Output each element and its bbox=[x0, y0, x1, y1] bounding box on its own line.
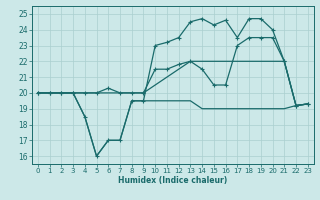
X-axis label: Humidex (Indice chaleur): Humidex (Indice chaleur) bbox=[118, 176, 228, 185]
